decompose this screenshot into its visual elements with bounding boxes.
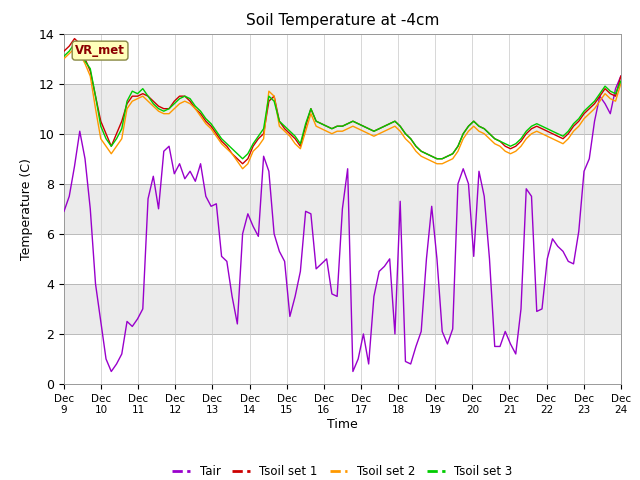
Y-axis label: Temperature (C): Temperature (C) xyxy=(20,158,33,260)
Bar xyxy=(64,184,621,234)
Bar xyxy=(64,284,621,334)
Text: VR_met: VR_met xyxy=(75,44,125,57)
Legend: Tair, Tsoil set 1, Tsoil set 2, Tsoil set 3: Tair, Tsoil set 1, Tsoil set 2, Tsoil se… xyxy=(168,461,517,480)
X-axis label: Time: Time xyxy=(327,418,358,431)
Bar xyxy=(64,84,621,134)
Title: Soil Temperature at -4cm: Soil Temperature at -4cm xyxy=(246,13,439,28)
